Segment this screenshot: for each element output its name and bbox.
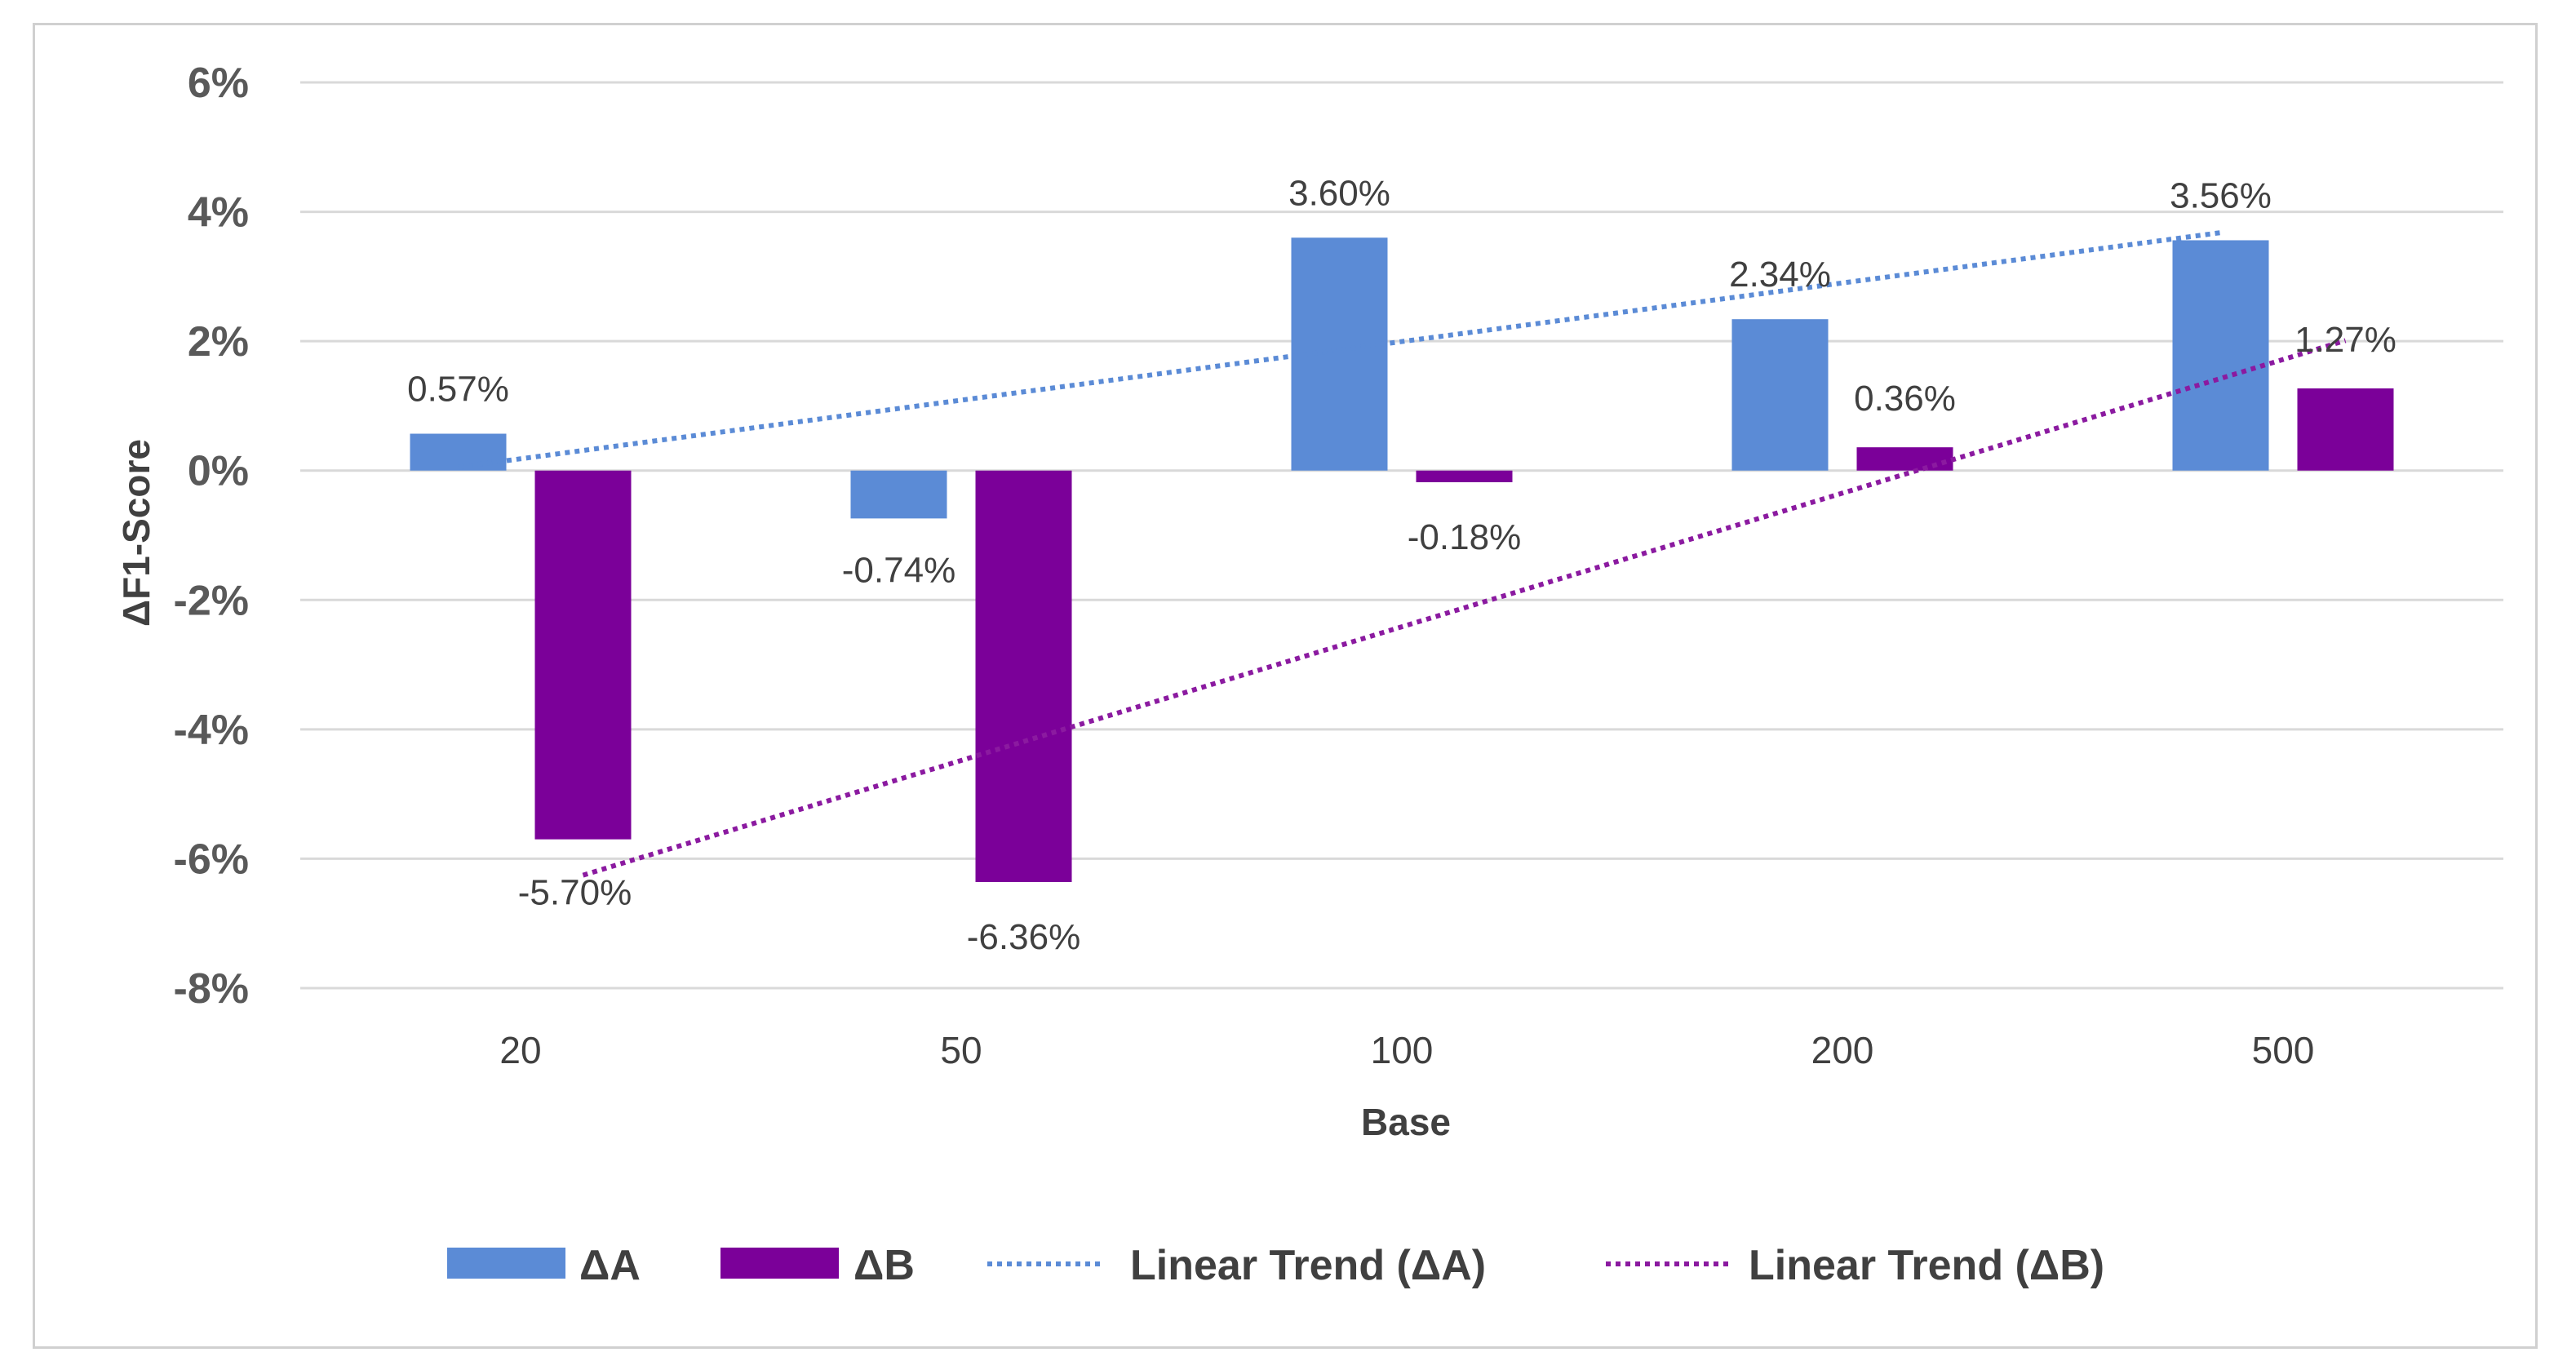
data-label-delta-b: -6.36% [967, 917, 1080, 957]
y-tick-label: 6% [188, 60, 249, 107]
y-tick-label: -2% [174, 577, 249, 624]
legend-label-b: ΔB [853, 1242, 915, 1289]
chart-frame: 6% 4% 2% 0% -2% -4% -6% -8% 0.57% -0.74% 3.60% 2.3… [33, 23, 2538, 1349]
bar-delta-b [1856, 447, 1953, 471]
bar-delta-b [1416, 470, 1513, 482]
bar-delta-b [2297, 388, 2394, 471]
data-label-delta-a: 3.56% [2170, 175, 2272, 215]
trendline-delta-a [458, 230, 2221, 470]
y-tick-label: 2% [188, 318, 249, 366]
data-label-delta-b: 0.36% [1854, 379, 1956, 419]
bar-delta-b [534, 470, 632, 840]
bar-delta-a [1731, 319, 1829, 471]
bar-delta-b [975, 470, 1072, 882]
data-label-delta-b: -0.18% [1408, 517, 1521, 557]
y-tick-label: 4% [188, 189, 249, 237]
legend-swatch-b [720, 1248, 839, 1279]
legend: ΔA ΔB Linear Trend (ΔA) Linear Trend (ΔB… [447, 1242, 2104, 1289]
y-tick-label: 0% [188, 448, 249, 495]
x-axis-ticks: 20 50 100 200 500 [499, 1029, 2314, 1071]
x-tick-label: 200 [1811, 1029, 1874, 1071]
y-tick-label: -4% [174, 707, 249, 754]
x-axis-title: Base [1361, 1101, 1451, 1143]
bar-delta-a [2172, 240, 2269, 471]
y-axis-ticks: 6% 4% 2% 0% -2% -4% -6% -8% [174, 60, 249, 1013]
x-tick-label: 500 [2252, 1029, 2315, 1071]
bars [410, 237, 2394, 882]
data-label-delta-a: 0.57% [407, 370, 509, 410]
y-axis-title: ΔF1-Score [115, 439, 157, 627]
legend-label-a: ΔA [579, 1242, 641, 1289]
y-tick-label: -6% [174, 836, 249, 883]
data-labels: 0.57% -0.74% 3.60% 2.34% 3.56% -5.70% -6.36% -0… [407, 173, 2396, 957]
bar-chart: 6% 4% 2% 0% -2% -4% -6% -8% 0.57% -0.74% 3.60% 2.3… [115, 60, 2503, 1289]
legend-swatch-a [447, 1248, 565, 1279]
data-label-delta-b: -5.70% [518, 873, 632, 913]
data-label-delta-a: 2.34% [1729, 255, 1831, 295]
x-tick-label: 20 [499, 1029, 541, 1071]
legend-label-trend-b: Linear Trend (ΔB) [1749, 1242, 2104, 1289]
x-tick-label: 100 [1371, 1029, 1434, 1071]
legend-label-trend-a: Linear Trend (ΔA) [1130, 1242, 1486, 1289]
data-label-delta-a: -0.74% [842, 550, 955, 590]
x-tick-label: 50 [940, 1029, 982, 1071]
data-label-delta-a: 3.60% [1288, 173, 1390, 213]
y-tick-label: -8% [174, 965, 249, 1013]
trendline-delta-b [582, 338, 2347, 878]
data-label-delta-b: 1.27% [2294, 320, 2396, 360]
trendlines [458, 230, 2347, 878]
bar-delta-a [850, 470, 947, 519]
